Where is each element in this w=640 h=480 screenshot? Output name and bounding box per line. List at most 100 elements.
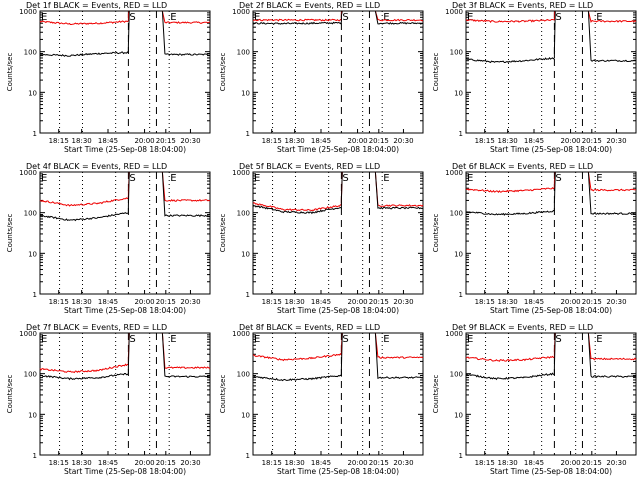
- x-axis-label: Start Time (25-Sep-08 18:04:00): [64, 145, 186, 154]
- detector-panel-1: Det 1f BLACK = Events, RED = LLD 1 10 100 10…: [6, 1, 211, 154]
- segment-marker-label: E: [467, 334, 473, 345]
- y-tick-label: 1000: [445, 8, 463, 16]
- y-tick-label: 100: [24, 49, 37, 57]
- x-tick-label: 18:30: [72, 137, 92, 145]
- segment-marker-label: E: [383, 334, 389, 345]
- x-tick-label: 18:15: [262, 298, 282, 306]
- y-tick-label: 10: [28, 250, 37, 258]
- series-line-lld: [39, 333, 211, 374]
- segment-marker-label: S: [342, 173, 348, 184]
- x-axis-label: Start Time (25-Sep-08 18:04:00): [490, 467, 612, 476]
- panel-title: Det 4f BLACK = Events, RED = LLD: [26, 162, 167, 171]
- x-tick-label: 18:30: [72, 459, 92, 467]
- panel-title: Det 7f BLACK = Events, RED = LLD: [26, 323, 167, 332]
- x-tick-label: 18:45: [311, 298, 331, 306]
- segment-marker-label: E: [254, 334, 260, 345]
- series-line-lld: [252, 172, 424, 212]
- x-tick-label: 20:15: [369, 137, 389, 145]
- x-tick-label: 20:00: [134, 137, 154, 145]
- segment-marker-label: E: [383, 12, 389, 23]
- x-tick-label: 20:00: [560, 298, 580, 306]
- x-tick-label: 20:00: [347, 459, 367, 467]
- x-tick-label: 20:15: [156, 459, 176, 467]
- y-axis-label: Counts/sec: [432, 375, 440, 414]
- segment-marker-label: E: [170, 12, 176, 23]
- y-tick-label: 1000: [232, 8, 250, 16]
- segment-marker-label: E: [254, 173, 260, 184]
- x-tick-label: 20:00: [560, 137, 580, 145]
- y-tick-label: 1000: [445, 330, 463, 338]
- x-tick-label: 20:15: [156, 137, 176, 145]
- plot-frame: [465, 10, 637, 134]
- y-axis-label: Counts/sec: [219, 53, 227, 92]
- y-tick-label: 10: [241, 250, 250, 258]
- plot-frame: [252, 10, 424, 134]
- y-tick-label: 100: [450, 49, 463, 57]
- x-tick-label: 18:45: [311, 459, 331, 467]
- series-line-lld: [39, 11, 211, 25]
- x-tick-label: 18:15: [262, 459, 282, 467]
- detector-panel-4: Det 4f BLACK = Events, RED = LLD 1 10 100 10…: [6, 162, 211, 315]
- segment-marker-label: S: [342, 12, 348, 23]
- y-tick-label: 10: [28, 411, 37, 419]
- segment-marker-label: S: [129, 173, 135, 184]
- segment-marker-label: E: [596, 334, 602, 345]
- segment-marker-label: E: [41, 334, 47, 345]
- x-tick-label: 18:15: [49, 459, 69, 467]
- y-tick-label: 100: [450, 371, 463, 379]
- x-tick-label: 20:30: [180, 459, 200, 467]
- y-tick-label: 100: [24, 210, 37, 218]
- y-tick-label: 1000: [232, 169, 250, 177]
- panel-title: Det 2f BLACK = Events, RED = LLD: [239, 1, 380, 10]
- x-tick-label: 20:30: [393, 459, 413, 467]
- detector-panel-2: Det 2f BLACK = Events, RED = LLD 1 10 100 10…: [219, 1, 424, 154]
- segment-marker-label: E: [254, 12, 260, 23]
- y-tick-label: 1: [246, 291, 250, 299]
- x-tick-label: 20:15: [582, 298, 602, 306]
- x-tick-label: 20:30: [180, 298, 200, 306]
- x-tick-label: 20:30: [606, 137, 626, 145]
- series-line-lld: [465, 172, 636, 193]
- plot-frame: [465, 332, 637, 456]
- segment-marker-label: E: [467, 12, 473, 23]
- y-tick-label: 100: [450, 210, 463, 218]
- detector-panel-9: Det 9f BLACK = Events, RED = LLD 1 10 100 10…: [432, 323, 637, 476]
- segment-marker-label: S: [555, 334, 561, 345]
- y-axis-label: Counts/sec: [6, 214, 14, 253]
- series-line-events: [39, 333, 211, 381]
- y-tick-label: 10: [241, 411, 250, 419]
- plot-frame: [252, 171, 424, 295]
- x-axis-label: Start Time (25-Sep-08 18:04:00): [277, 306, 399, 315]
- segment-marker-label: E: [596, 173, 602, 184]
- series-line-events: [465, 11, 637, 64]
- x-tick-label: 18:30: [498, 137, 518, 145]
- y-tick-label: 1: [459, 452, 463, 460]
- x-tick-label: 18:30: [72, 298, 92, 306]
- x-axis-label: Start Time (25-Sep-08 18:04:00): [277, 467, 399, 476]
- x-tick-label: 18:30: [285, 298, 305, 306]
- x-tick-label: 20:15: [156, 298, 176, 306]
- y-tick-label: 1: [459, 130, 463, 138]
- x-tick-label: 20:30: [180, 137, 200, 145]
- x-tick-label: 18:45: [98, 459, 118, 467]
- plot-frame: [252, 332, 424, 456]
- x-tick-label: 18:15: [475, 459, 495, 467]
- y-tick-label: 10: [454, 89, 463, 97]
- segment-marker-label: E: [41, 173, 47, 184]
- segment-marker-label: S: [129, 334, 135, 345]
- x-tick-label: 20:30: [606, 298, 626, 306]
- x-axis-label: Start Time (25-Sep-08 18:04:00): [490, 306, 612, 315]
- series-line-events: [465, 333, 637, 381]
- plot-frame: [465, 171, 637, 295]
- y-tick-label: 1: [33, 130, 37, 138]
- x-tick-label: 20:00: [347, 137, 367, 145]
- series-line-events: [39, 11, 211, 57]
- y-axis-label: Counts/sec: [219, 375, 227, 414]
- panel-title: Det 5f BLACK = Events, RED = LLD: [239, 162, 380, 171]
- x-tick-label: 18:15: [475, 137, 495, 145]
- y-tick-label: 10: [454, 250, 463, 258]
- y-axis-label: Counts/sec: [6, 53, 14, 92]
- series-line-lld: [252, 333, 424, 362]
- x-tick-label: 20:15: [369, 298, 389, 306]
- detector-panel-5: Det 5f BLACK = Events, RED = LLD 1 10 100 10…: [219, 162, 424, 315]
